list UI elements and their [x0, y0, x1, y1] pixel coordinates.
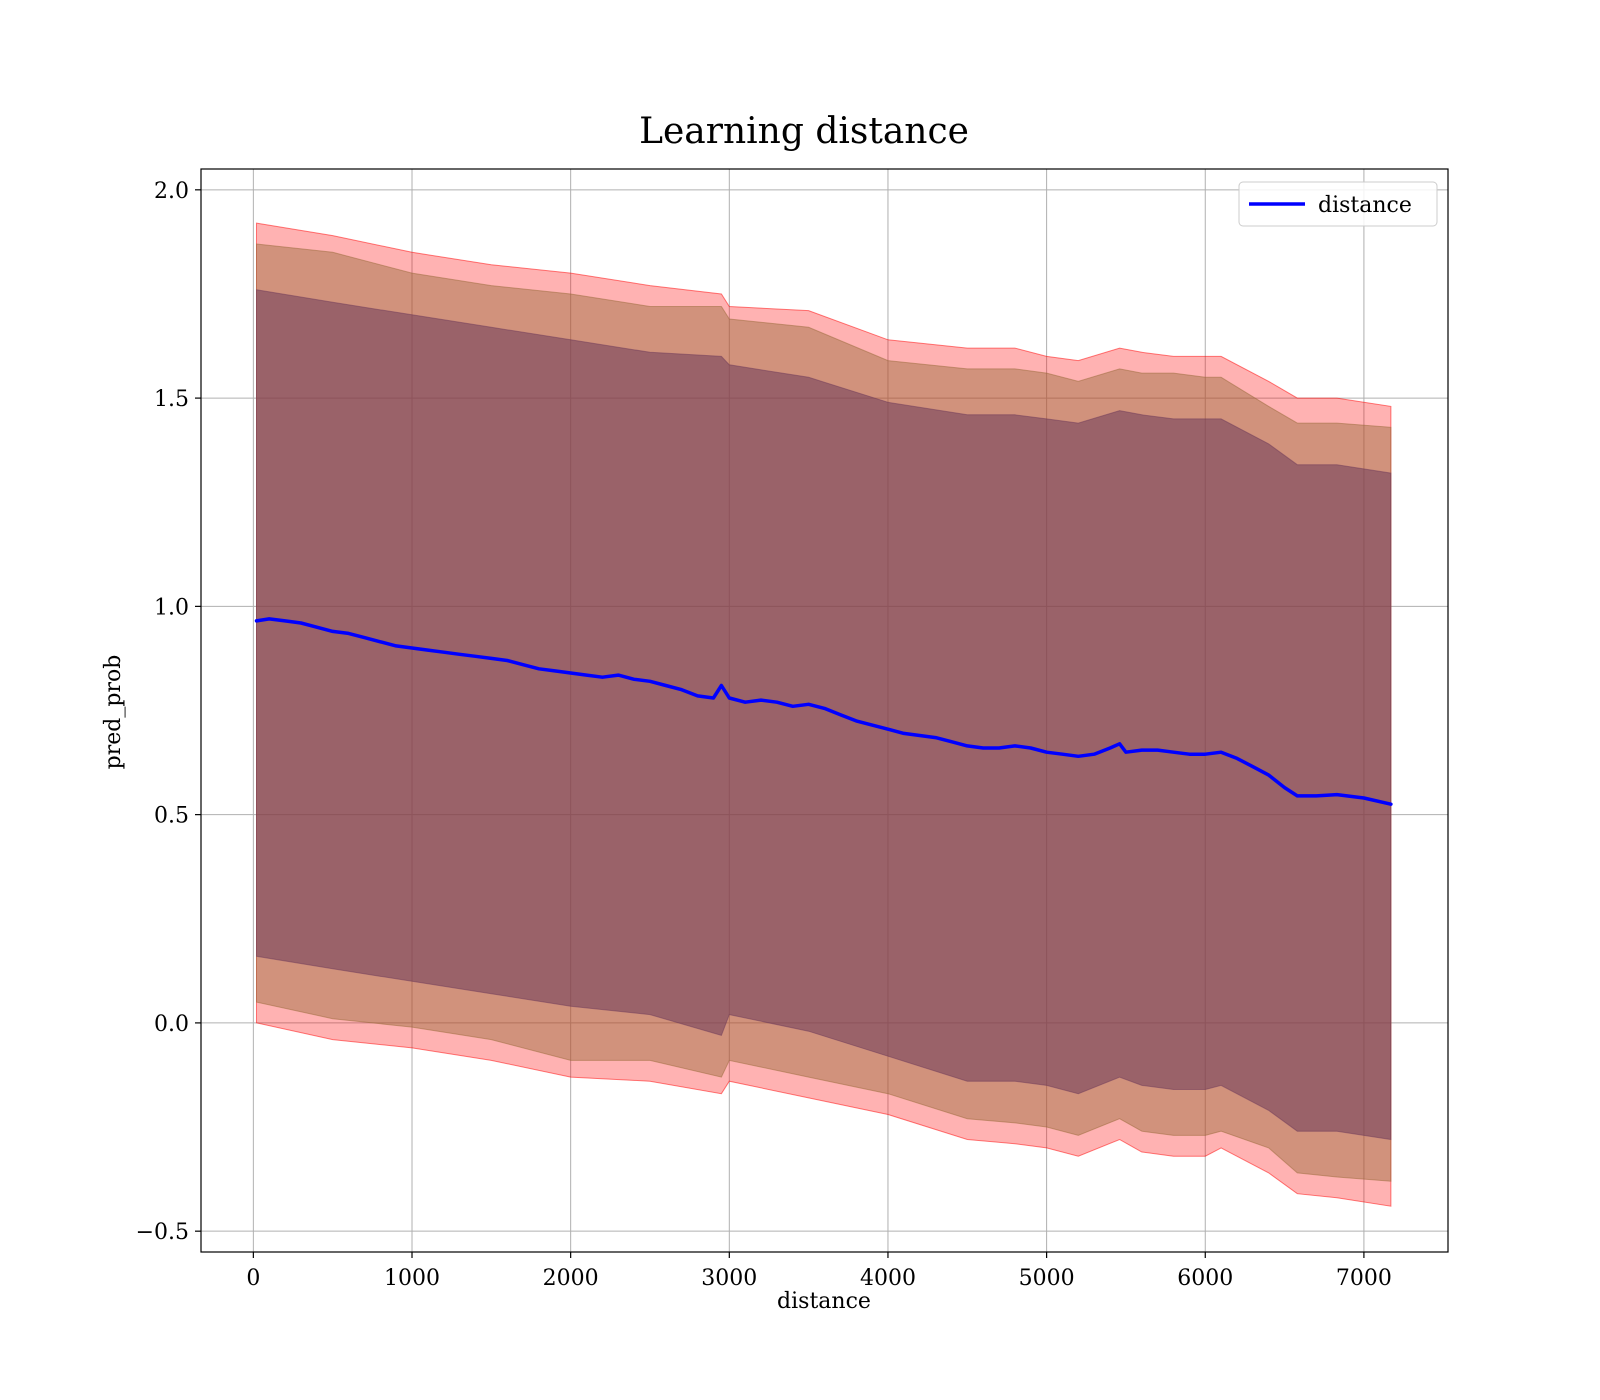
legend: distance: [1238, 181, 1438, 227]
y-tick-label-5: 2.0: [154, 179, 189, 204]
x-tick-label-3: 3000: [701, 1266, 757, 1291]
x-axis-ticks: 0 1000 2000 3000 4000 5000 6000 7000: [246, 1252, 1392, 1291]
chart-title: Learning distance: [639, 111, 969, 152]
y-axis-ticks: −0.5 0.0 0.5 1.0 1.5 2.0: [136, 179, 201, 1245]
confidence-bands: [256, 222, 1392, 1207]
y-tick-label-1: 0.0: [154, 1012, 189, 1037]
x-axis-title: distance: [777, 1289, 871, 1314]
series-lines: [254, 617, 1393, 806]
band-2: [256, 289, 1392, 1141]
series-line-0: [254, 617, 1393, 806]
y-tick-label-2: 0.5: [154, 804, 189, 829]
x-tick-label-5: 5000: [1019, 1266, 1075, 1291]
plot-frame: [200, 168, 1449, 1253]
x-tick-label-2: 2000: [543, 1266, 599, 1291]
x-tick-label-1: 1000: [384, 1266, 440, 1291]
legend-box: [1238, 181, 1438, 227]
y-axis-title: pred_prob: [101, 655, 126, 770]
y-tick-label-0: −0.5: [136, 1220, 189, 1245]
legend-label-distance: distance: [1318, 193, 1412, 218]
y-tick-label-4: 1.5: [154, 387, 189, 412]
y-tick-label-3: 1.0: [154, 595, 189, 620]
x-tick-label-6: 6000: [1177, 1266, 1233, 1291]
x-tick-label-0: 0: [246, 1266, 260, 1291]
x-tick-label-4: 4000: [860, 1266, 916, 1291]
x-tick-label-7: 7000: [1336, 1266, 1392, 1291]
